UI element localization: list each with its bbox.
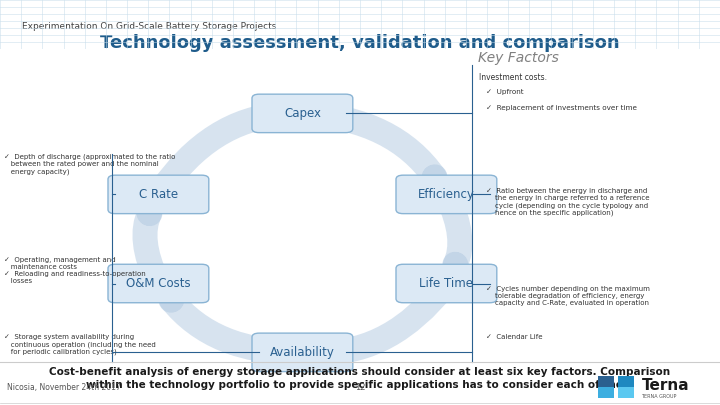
FancyBboxPatch shape xyxy=(108,175,209,214)
Bar xyxy=(618,387,634,398)
FancyArrowPatch shape xyxy=(160,114,282,192)
FancyBboxPatch shape xyxy=(396,175,497,214)
Text: TERNA GROUP: TERNA GROUP xyxy=(642,394,677,399)
Bar xyxy=(598,387,613,398)
Text: Investment costs.: Investment costs. xyxy=(479,73,546,82)
Text: ✓  Operating, management and
   maintenance costs
✓  Reloading and readiness-to-: ✓ Operating, management and maintenance … xyxy=(4,257,145,284)
Text: Life Time: Life Time xyxy=(419,277,474,290)
Text: ✓  Ratio between the energy in discharge and
    the energy in charge referred t: ✓ Ratio between the energy in discharge … xyxy=(486,188,649,216)
FancyBboxPatch shape xyxy=(108,264,209,303)
Text: Capex: Capex xyxy=(284,107,321,120)
Text: C Rate: C Rate xyxy=(139,188,178,201)
Text: Key Factors: Key Factors xyxy=(478,51,559,65)
FancyBboxPatch shape xyxy=(252,94,353,133)
Text: 12: 12 xyxy=(355,383,365,392)
FancyBboxPatch shape xyxy=(396,264,497,303)
FancyArrowPatch shape xyxy=(305,113,435,177)
FancyArrowPatch shape xyxy=(323,286,445,353)
Text: Availability: Availability xyxy=(270,346,335,359)
Text: Cost-benefit analysis of energy storage applications should consider at least si: Cost-benefit analysis of energy storage … xyxy=(50,367,670,390)
Text: ✓  Cycles number depending on the maximum
    tolerable degradation of efficienc: ✓ Cycles number depending on the maximum… xyxy=(486,286,650,305)
Text: ✓  Depth of discharge (approximated to the ratio
   between the rated power and : ✓ Depth of discharge (approximated to th… xyxy=(4,154,175,175)
Text: Technology assessment, validation and comparison: Technology assessment, validation and co… xyxy=(100,34,620,52)
Text: Nicosia, November 24th 2017: Nicosia, November 24th 2017 xyxy=(7,383,121,392)
FancyArrowPatch shape xyxy=(448,197,460,265)
Text: Experimentation On Grid-Scale Battery Storage Projects: Experimentation On Grid-Scale Battery St… xyxy=(22,22,276,31)
FancyArrowPatch shape xyxy=(171,299,300,352)
Text: ✓  Calendar Life: ✓ Calendar Life xyxy=(486,334,542,340)
Text: Efficiency: Efficiency xyxy=(418,188,474,201)
Text: Terna: Terna xyxy=(642,378,689,393)
Text: ✓  Upfront: ✓ Upfront xyxy=(486,89,523,95)
FancyBboxPatch shape xyxy=(252,333,353,372)
Bar xyxy=(598,376,613,387)
FancyArrowPatch shape xyxy=(145,213,157,281)
Text: ✓  Storage system availability during
   continuous operation (including the nee: ✓ Storage system availability during con… xyxy=(4,334,156,355)
Text: ✓  Replacement of investments over time: ✓ Replacement of investments over time xyxy=(486,105,637,111)
Text: O&M Costs: O&M Costs xyxy=(126,277,191,290)
Bar xyxy=(618,376,634,387)
